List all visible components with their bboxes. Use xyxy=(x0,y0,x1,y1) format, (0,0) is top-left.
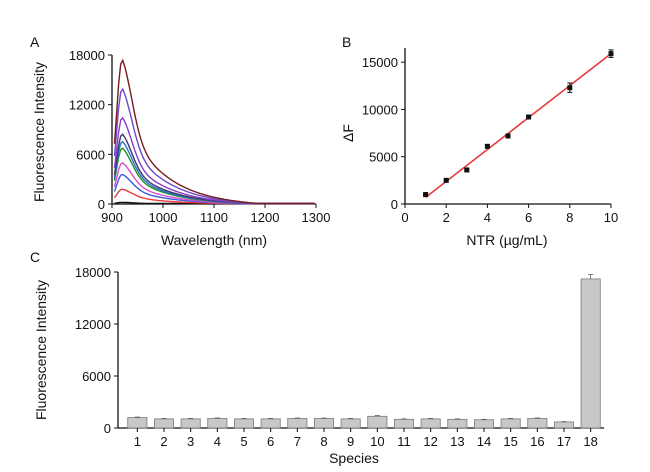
panel-c-bar xyxy=(393,418,414,429)
panel-b-ylabel: ΔF xyxy=(340,124,356,142)
panel-b-y-tick-label: 5000 xyxy=(369,150,398,165)
panel-c-x-tick-label: 6 xyxy=(267,434,274,449)
panel-c-bar xyxy=(554,421,575,429)
panel-c-bar xyxy=(420,418,441,429)
panel-b-x-tick-label: 2 xyxy=(443,210,450,225)
panel-a-y-tick-label: 6000 xyxy=(76,147,105,162)
panel-b-point xyxy=(567,85,573,91)
panel-c-x-tick-label: 2 xyxy=(160,434,167,449)
panel-b-point xyxy=(526,114,532,120)
panel-a-y-tick-label: 0 xyxy=(98,197,105,212)
panel-b-x-tick-label: 0 xyxy=(401,210,408,225)
panel-a-x-tick-label: 1200 xyxy=(251,210,280,225)
panel-a-x-tick-label: 1100 xyxy=(200,210,228,225)
panel-c-x-tick-label: 18 xyxy=(583,434,597,449)
panel-c-x-tick-label: 1 xyxy=(134,434,141,449)
panel-c-bar xyxy=(127,417,148,429)
panel-b-point xyxy=(608,51,614,57)
panel-b-label: B xyxy=(342,34,351,50)
panel-c-x-tick-label: 14 xyxy=(477,434,491,449)
panel-c-x-tick-label: 9 xyxy=(347,434,354,449)
panel-c-bar xyxy=(260,418,281,429)
panel-b-point xyxy=(423,192,429,198)
panel-c-x-tick-label: 10 xyxy=(370,434,384,449)
panel-c-x-tick-label: 15 xyxy=(503,434,517,449)
panel-c-x-tick-label: 4 xyxy=(214,434,221,449)
panel-b-x-tick-label: 4 xyxy=(484,210,491,225)
panel-c-x-tick-label: 11 xyxy=(397,434,411,449)
panel-c-x-tick-label: 7 xyxy=(294,434,301,449)
panel-b-fit-line xyxy=(425,53,612,199)
panel-b-point xyxy=(443,177,449,183)
panel-a-x-tick-label: 1000 xyxy=(149,210,178,225)
panel-c-y-tick-label: 12000 xyxy=(75,317,111,332)
panel-c-x-tick-label: 8 xyxy=(320,434,327,449)
panel-c-y-tick-label: 18000 xyxy=(75,265,111,280)
panel-b-y-tick-label: 10000 xyxy=(362,102,398,117)
panel-c-bar xyxy=(340,418,361,429)
panel-a-series-line xyxy=(113,58,315,205)
panel-b-x-tick-label: 8 xyxy=(566,210,573,225)
panel-c-x-tick-label: 17 xyxy=(557,434,571,449)
panel-c-bar xyxy=(287,418,308,429)
panel-c-x-tick-label: 16 xyxy=(530,434,544,449)
panel-b-x-tick-label: 10 xyxy=(604,210,618,225)
panel-c-bar xyxy=(153,418,174,429)
panel-c-bar xyxy=(527,418,548,429)
panel-a-chart: Fluorescence Intensity Wavelength (nm) 9… xyxy=(31,48,330,248)
panel-c-bar xyxy=(473,419,494,429)
panel-c-bar xyxy=(580,278,601,429)
panel-c-xlabel: Species xyxy=(329,450,379,466)
panel-c-bar xyxy=(233,418,254,429)
panel-a-x-tick-label: 900 xyxy=(101,210,123,225)
panel-b-y-tick-label: 0 xyxy=(391,197,398,212)
panel-a-x-tick-label: 1300 xyxy=(302,210,331,225)
panel-c-bar xyxy=(180,418,201,429)
panel-b-x-tick-label: 6 xyxy=(525,210,532,225)
panel-a-label: A xyxy=(30,34,40,50)
panel-c-x-tick-label: 12 xyxy=(423,434,437,449)
panel-c-x-tick-label: 5 xyxy=(240,434,247,449)
panel-c-bar xyxy=(313,418,334,429)
panel-a-xlabel: Wavelength (nm) xyxy=(161,232,267,248)
panel-a-series-line xyxy=(113,147,315,205)
panel-b-point xyxy=(505,133,511,139)
panel-a-series-line xyxy=(113,87,315,205)
panel-c-y-tick-label: 0 xyxy=(104,421,111,436)
panel-c-bar xyxy=(500,418,521,429)
panel-b-xlabel: NTR (µg/mL) xyxy=(466,232,547,248)
panel-a-y-tick-label: 18000 xyxy=(69,48,105,63)
panel-b-point xyxy=(484,143,490,149)
panel-c-y-tick-label: 6000 xyxy=(82,369,111,384)
panel-c-bar xyxy=(207,418,228,429)
panel-a-y-tick-label: 12000 xyxy=(69,98,105,113)
panel-c-x-tick-label: 13 xyxy=(450,434,464,449)
panel-b-y-tick-label: 15000 xyxy=(362,55,398,70)
panel-c-label: C xyxy=(30,249,40,265)
panel-c-x-tick-label: 3 xyxy=(187,434,194,449)
panel-b-point xyxy=(464,167,470,173)
panel-c-bar xyxy=(447,418,468,429)
panel-c-bar xyxy=(367,415,388,429)
panel-a-ylabel: Fluorescence Intensity xyxy=(31,62,47,202)
panel-b-chart: ΔF NTR (µg/mL) 0 2 4 6 8 10 0 5000 10000 15000 xyxy=(340,48,618,248)
panel-c-ylabel: Fluorescence Intensity xyxy=(33,280,49,420)
panel-c-chart: Fluorescence Intensity Species 0 6000 1200… xyxy=(33,265,604,466)
